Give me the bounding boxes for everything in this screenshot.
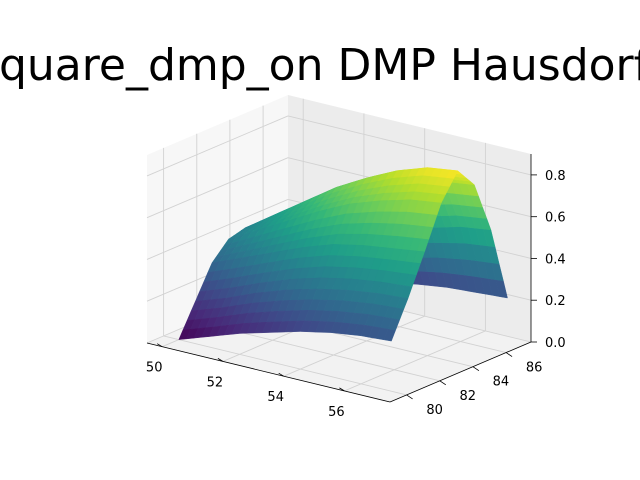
y-tick-mark — [505, 352, 513, 357]
surface-mesh — [178, 167, 508, 342]
x-grid-floor — [344, 330, 486, 392]
x-tick-label: 54 — [267, 390, 284, 405]
axes-lines — [146, 154, 532, 403]
z-grid-left — [146, 115, 289, 177]
z-tick-label: 0.0 — [545, 336, 566, 351]
x-tick-label: 50 — [146, 361, 163, 376]
y-tick-label: 82 — [460, 389, 477, 404]
y-tick-mark — [472, 366, 480, 372]
x-axis-line — [146, 342, 391, 403]
y-tick-mark — [406, 394, 413, 400]
y-tick-mark — [439, 380, 447, 386]
x-tick-mark — [217, 358, 224, 362]
x-grid-floor — [283, 315, 425, 377]
y-tick-label: 84 — [493, 375, 510, 390]
y-tick-label: 86 — [526, 361, 543, 376]
x-tick-mark — [339, 387, 345, 392]
z-tick-label: 0.8 — [545, 169, 566, 184]
y-axis-line — [389, 341, 532, 403]
x-tick-mark — [156, 343, 163, 348]
chart-title: square_dmp_on DMP Hausdorff — [0, 40, 640, 91]
y-grid-floor — [163, 335, 407, 396]
z-tick-label: 0.6 — [545, 211, 566, 226]
surface-facet — [383, 328, 396, 342]
x-tick-label: 56 — [328, 405, 345, 420]
z-grid-left — [146, 198, 289, 260]
z-grid-back — [287, 115, 532, 176]
axes-ticks: 50 52 54 56 80 82 84 860.0 0.2 0.4 0.6 0.8 — [146, 169, 566, 420]
z-tick-label: 0.2 — [545, 294, 566, 309]
z-grid-left — [146, 157, 289, 219]
z-tick-label: 0.4 — [545, 252, 566, 267]
x-tick-mark — [278, 372, 284, 377]
x-tick-label: 52 — [207, 375, 224, 390]
y-tick-label: 80 — [426, 403, 443, 418]
